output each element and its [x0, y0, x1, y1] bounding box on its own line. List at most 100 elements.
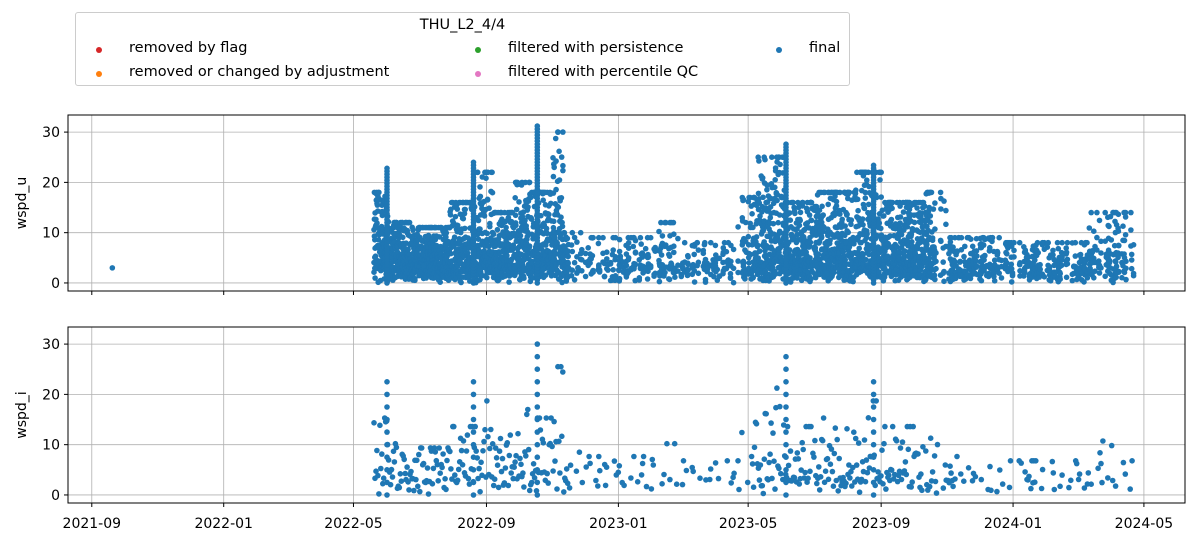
data-point: [870, 429, 877, 435]
data-point: [545, 480, 551, 486]
data-point: [915, 451, 921, 457]
data-point: [988, 487, 994, 494]
data-point: [406, 219, 413, 226]
data-point: [783, 467, 789, 473]
data-point: [740, 196, 747, 203]
data-point: [1098, 250, 1104, 256]
data-point: [847, 475, 853, 481]
data-point: [372, 275, 378, 281]
data-point: [1007, 458, 1014, 464]
data-point: [827, 237, 833, 243]
data-point: [728, 242, 734, 249]
data-point: [890, 476, 897, 482]
data-point: [1018, 460, 1024, 466]
data-point: [1094, 234, 1100, 241]
data-point: [870, 492, 877, 498]
data-point: [1130, 242, 1137, 248]
data-point: [447, 448, 453, 455]
data-point: [384, 379, 390, 385]
data-point: [759, 175, 766, 181]
data-point: [505, 214, 512, 221]
data-point: [1064, 261, 1071, 267]
data-point: [552, 135, 559, 142]
data-point: [1017, 260, 1023, 266]
data-point: [616, 248, 623, 255]
data-point: [918, 210, 925, 216]
data-point: [555, 204, 562, 210]
data-point: [1113, 259, 1119, 265]
data-point: [685, 254, 691, 260]
data-point: [616, 267, 622, 274]
data-point: [1072, 239, 1079, 246]
data-point: [556, 438, 562, 445]
data-point: [1055, 245, 1062, 252]
data-point: [918, 471, 924, 477]
data-point: [742, 276, 748, 282]
data-point: [708, 239, 714, 246]
data-point: [1128, 251, 1135, 258]
data-point: [881, 213, 887, 219]
data-point: [656, 278, 663, 285]
data-point: [833, 198, 840, 205]
data-point: [470, 379, 477, 385]
data-point: [748, 453, 755, 460]
y-tick-label: 30: [42, 337, 60, 353]
data-point: [569, 229, 576, 236]
data-point: [517, 232, 524, 239]
data-point: [412, 277, 418, 284]
data-point: [685, 272, 691, 278]
data-point: [470, 467, 477, 473]
data-point: [800, 199, 806, 206]
data-point: [470, 441, 477, 448]
data-point: [571, 277, 578, 283]
data-point: [753, 421, 760, 427]
data-point: [842, 223, 848, 229]
data-point: [487, 220, 493, 227]
data-point: [550, 468, 556, 474]
data-point: [865, 201, 872, 208]
data-point: [475, 217, 482, 224]
legend: THU_L2_4/4 removed by flag removed or ch…: [75, 12, 850, 86]
data-point: [1011, 254, 1017, 260]
data-point: [601, 273, 608, 280]
data-point: [596, 453, 602, 460]
data-point: [663, 219, 669, 226]
data-point: [658, 252, 665, 258]
data-point: [812, 437, 818, 444]
data-point: [747, 220, 753, 227]
data-point: [1032, 479, 1038, 486]
data-point: [820, 415, 827, 421]
data-point: [528, 479, 535, 486]
data-point: [442, 476, 448, 482]
data-point: [1069, 277, 1076, 284]
data-point: [481, 438, 487, 445]
data-point: [1081, 485, 1088, 491]
data-point: [551, 218, 557, 225]
data-point: [1122, 471, 1129, 477]
data-point: [806, 212, 813, 218]
data-point: [794, 275, 800, 281]
data-point: [927, 435, 934, 442]
data-point: [839, 216, 845, 223]
data-point: [470, 159, 477, 166]
data-point: [764, 182, 770, 189]
data-point: [534, 454, 541, 461]
data-point: [866, 251, 872, 258]
data-point: [671, 231, 677, 237]
y-axis-label: wspd_i: [14, 391, 30, 438]
data-point: [670, 219, 677, 226]
data-point: [611, 458, 618, 464]
data-point: [731, 470, 737, 477]
data-point: [844, 426, 850, 432]
data-point: [1064, 256, 1071, 263]
data-point: [776, 465, 782, 472]
data-point: [853, 187, 859, 193]
data-point: [554, 486, 560, 492]
data-point: [898, 476, 905, 483]
data-point: [764, 199, 771, 205]
data-point: [595, 483, 601, 489]
data-point: [504, 440, 511, 446]
data-point: [933, 250, 939, 256]
data-point: [464, 432, 471, 438]
data-point: [384, 416, 390, 423]
